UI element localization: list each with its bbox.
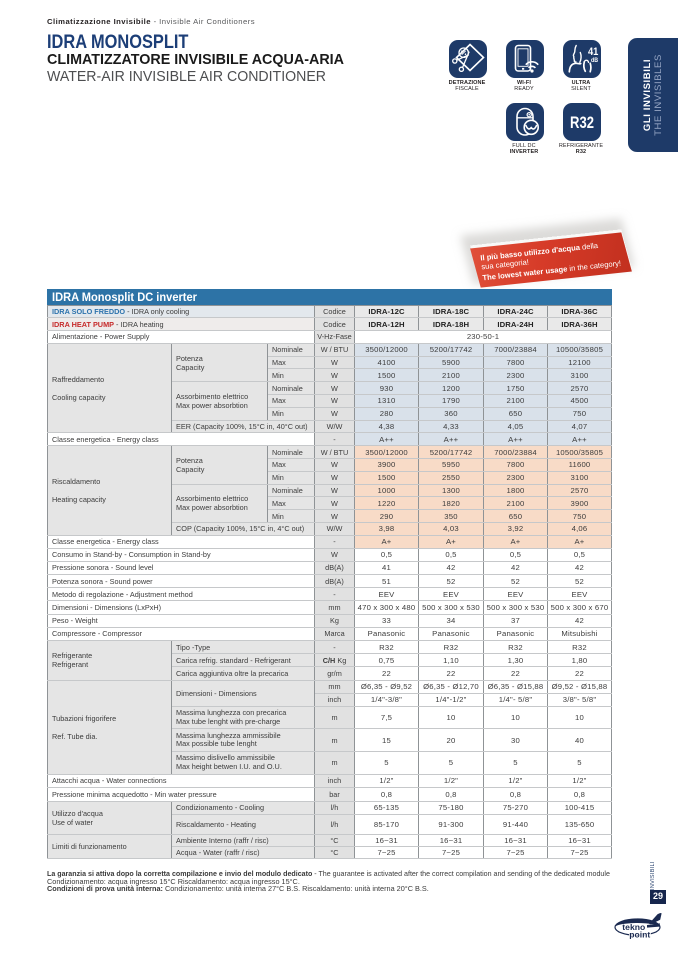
svg-text:R32: R32 [570,115,594,133]
svg-text:41: 41 [588,46,599,58]
svg-text:dB: dB [591,58,598,64]
svg-text:tekno: tekno [622,922,645,932]
svg-text:point: point [629,930,650,940]
